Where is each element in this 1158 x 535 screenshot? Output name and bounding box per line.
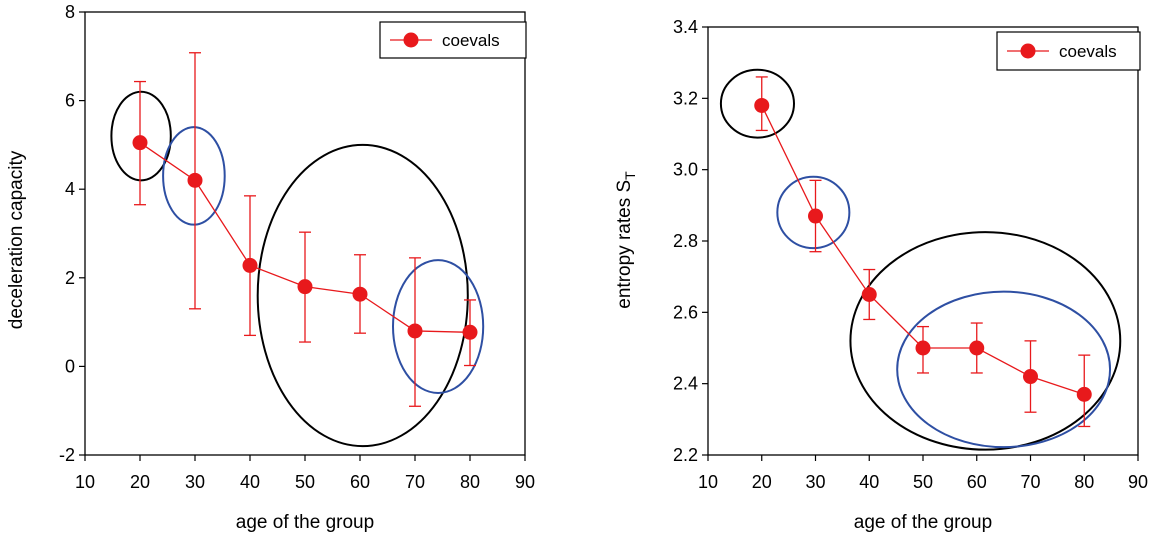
data-point [915, 340, 931, 356]
y-axis-label-text: deceleration capacity [6, 150, 27, 329]
y-tick-label: -2 [59, 445, 75, 465]
y-tick-label: 2 [65, 268, 75, 288]
x-tick-label: 60 [967, 472, 987, 492]
legend-marker [1020, 43, 1036, 59]
legend-marker [403, 32, 419, 48]
x-tick-label: 40 [240, 472, 260, 492]
blue-group-ellipse [776, 175, 851, 250]
y-tick-label: 0 [65, 356, 75, 376]
y-tick-label: 4 [65, 179, 75, 199]
y-tick-label: 8 [65, 2, 75, 22]
x-tick-label: 30 [805, 472, 825, 492]
black-group-ellipse [256, 143, 469, 448]
black-group-ellipse [719, 68, 796, 139]
data-point [407, 323, 423, 339]
legend-box [379, 21, 527, 59]
y-tick-label: 2.6 [673, 302, 698, 322]
y-axis-label: deceleration capacity [6, 150, 27, 329]
x-tick-label: 50 [295, 472, 315, 492]
y-axis-label: entropy rates ST [614, 171, 638, 309]
y-tick-label: 2.2 [673, 445, 698, 465]
y-tick-label: 3.4 [673, 17, 698, 37]
x-tick-label: 40 [859, 472, 879, 492]
data-point [242, 257, 258, 273]
y-tick-label: 6 [65, 91, 75, 111]
x-tick-label: 20 [130, 472, 150, 492]
blue-group-ellipse [896, 290, 1112, 449]
y-axis-label-subscript: T [622, 171, 638, 180]
x-tick-label: 10 [698, 472, 718, 492]
x-tick-label: 90 [1128, 472, 1148, 492]
data-point [132, 135, 148, 151]
y-axis-label-text: entropy rates S [614, 180, 635, 309]
x-tick-label: 10 [75, 472, 95, 492]
y-tick-label: 2.8 [673, 231, 698, 251]
data-point [754, 97, 770, 113]
blue-group-ellipse [162, 126, 226, 226]
y-tick-label: 2.4 [673, 374, 698, 394]
x-tick-label: 70 [405, 472, 425, 492]
y-tick-label: 3.0 [673, 160, 698, 180]
x-axis-label: age of the group [236, 512, 374, 533]
data-point [808, 208, 823, 224]
data-point [1076, 386, 1092, 402]
black-group-ellipse [110, 90, 172, 182]
x-tick-label: 80 [1074, 472, 1094, 492]
legend-label: coevals [442, 31, 500, 50]
data-point [969, 340, 985, 356]
x-axis-label: age of the group [854, 512, 992, 533]
data-point [187, 172, 203, 188]
x-tick-label: 90 [515, 472, 535, 492]
blue-group-ellipse [392, 259, 485, 394]
x-tick-label: 70 [1020, 472, 1040, 492]
data-point [462, 324, 478, 340]
data-point [297, 279, 313, 295]
left-chart-deceleration-capacity: 10 20 30 40 50 60 70 80 90 -2 0 2 4 6 8 age of the grou… [6, 2, 535, 533]
data-point [1023, 369, 1038, 385]
data-point [861, 287, 877, 302]
x-tick-label: 80 [460, 472, 480, 492]
data-point [352, 286, 368, 302]
x-tick-label: 30 [185, 472, 205, 492]
right-chart-entropy-rates: 10 20 30 40 50 60 70 80 90 2.2 2.4 2.6 2.8 3.0 3.2 3.4 a… [614, 17, 1148, 533]
x-tick-label: 60 [350, 472, 370, 492]
y-tick-label: 3.2 [673, 88, 698, 108]
x-tick-label: 20 [752, 472, 772, 492]
x-tick-label: 50 [913, 472, 933, 492]
legend-label: coevals [1059, 42, 1117, 61]
black-group-ellipse [849, 231, 1122, 451]
